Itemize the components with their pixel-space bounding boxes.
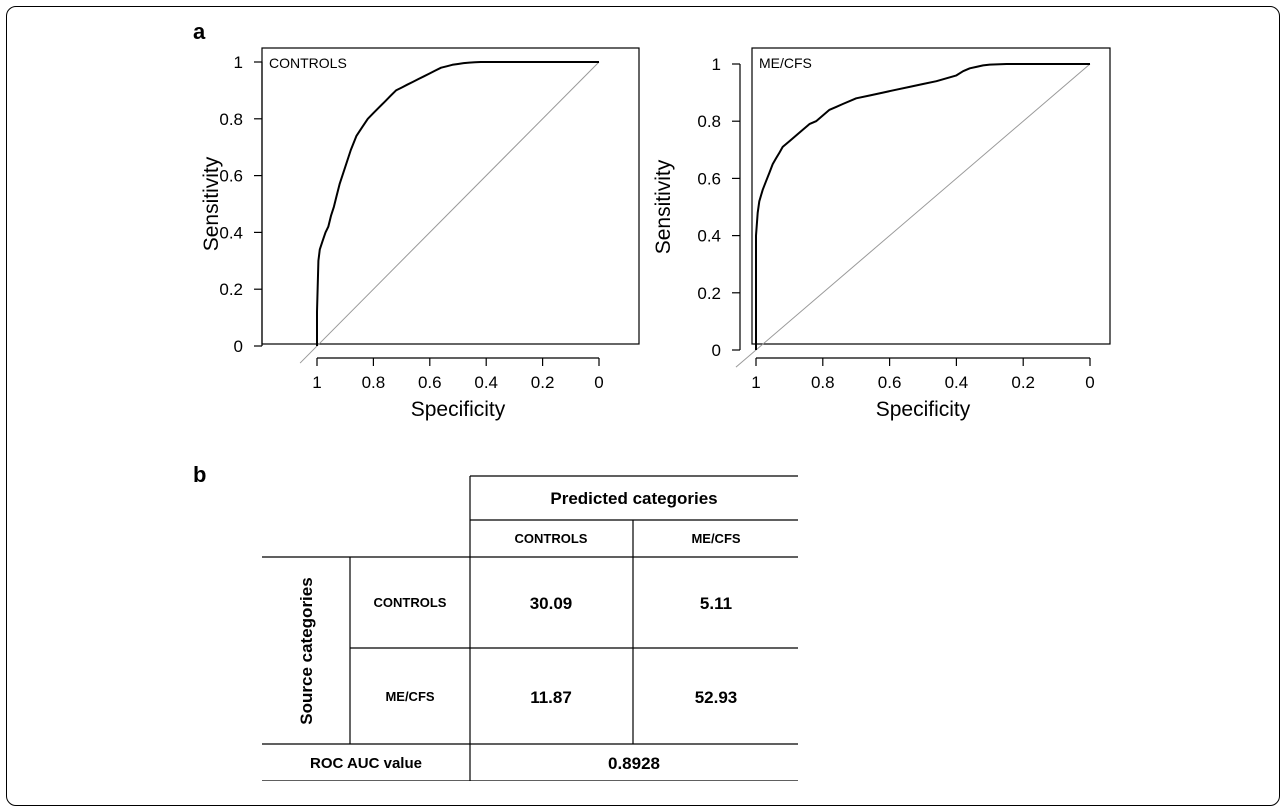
y-tick-label: 0.6 bbox=[697, 169, 721, 188]
x-tick-label: 0 bbox=[1085, 373, 1094, 392]
panel-b-label: b bbox=[193, 462, 207, 487]
y-tick-label: 1 bbox=[712, 55, 721, 74]
y-tick-label: 0.4 bbox=[697, 227, 721, 246]
roc-plot-mecfs: 0 0.2 0.4 0.6 0.8 1 1 0.8 0.6 0.4 0.2 0 Specificity S… bbox=[652, 47, 1111, 421]
y-axis-title: Sensitivity bbox=[200, 156, 223, 251]
panel-group-label: CONTROLS bbox=[269, 55, 347, 71]
y-axis-title: Sensitivity bbox=[652, 159, 675, 254]
x-tick-label: 1 bbox=[312, 373, 321, 392]
roc-curve bbox=[755, 63, 1090, 350]
x-tick-label: 0.8 bbox=[811, 373, 835, 392]
confusion-table: Predicted categories CONTROLS ME/CFS Sou… bbox=[262, 475, 798, 781]
y-tick-label: 1 bbox=[234, 53, 243, 72]
roc-curve bbox=[316, 61, 599, 346]
roc-auc-label: ROC AUC value bbox=[310, 755, 422, 772]
cell-controls-mecfs: 5.11 bbox=[700, 594, 732, 613]
predicted-categories-header: Predicted categories bbox=[550, 489, 717, 508]
y-tick-label: 0.2 bbox=[219, 280, 243, 299]
row-label-mecfs: ME/CFS bbox=[385, 689, 434, 704]
x-axis-title: Specificity bbox=[411, 398, 506, 421]
x-tick-label: 0.6 bbox=[878, 373, 902, 392]
x-tick-label: 0.8 bbox=[362, 373, 386, 392]
y-tick-label: 0.8 bbox=[219, 110, 243, 129]
cell-mecfs-controls: 11.87 bbox=[530, 688, 572, 707]
reference-diagonal bbox=[299, 61, 600, 364]
x-tick-label: 0.2 bbox=[1011, 373, 1035, 392]
panel-a-label: a bbox=[193, 19, 206, 44]
x-tick-label: 0.4 bbox=[474, 373, 498, 392]
source-categories-label: Source categories bbox=[297, 577, 316, 724]
reference-diagonal bbox=[735, 63, 1091, 368]
cell-mecfs-mecfs: 52.93 bbox=[695, 688, 738, 707]
roc-plot-controls: 0 0.2 0.4 0.6 0.8 1 1 0.8 0.6 0.4 0.2 0 Specificity S… bbox=[200, 47, 640, 421]
y-tick-label: 0.8 bbox=[697, 112, 721, 131]
x-tick-label: 0 bbox=[594, 373, 603, 392]
cell-controls-controls: 30.09 bbox=[530, 594, 573, 613]
roc-auc-value: 0.8928 bbox=[608, 754, 660, 773]
y-tick-label: 0.6 bbox=[219, 167, 243, 186]
y-tick-label: 0.2 bbox=[697, 284, 721, 303]
plot-border bbox=[751, 47, 1111, 345]
y-tick-label: 0.4 bbox=[219, 223, 243, 242]
x-tick-label: 1 bbox=[751, 373, 760, 392]
x-axis-title: Specificity bbox=[876, 398, 971, 421]
x-tick-label: 0.4 bbox=[945, 373, 969, 392]
y-tick-label: 0 bbox=[712, 341, 721, 360]
col-header-mecfs: ME/CFS bbox=[691, 531, 740, 546]
panel-group-label: ME/CFS bbox=[759, 55, 812, 71]
x-tick-label: 0.6 bbox=[418, 373, 442, 392]
y-tick-label: 0 bbox=[234, 337, 243, 356]
x-tick-label: 0.2 bbox=[531, 373, 555, 392]
row-label-controls: CONTROLS bbox=[374, 595, 447, 610]
col-header-controls: CONTROLS bbox=[515, 531, 588, 546]
